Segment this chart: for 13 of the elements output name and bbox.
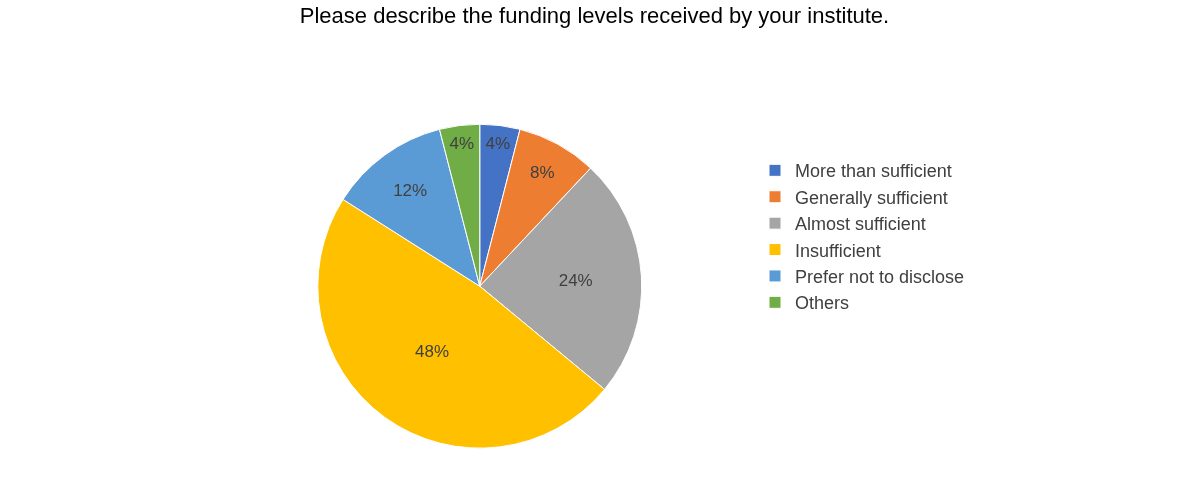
chart-title: Please describe the funding levels received by your institute. xyxy=(299,2,890,28)
legend-label: Almost sufficient xyxy=(795,214,926,235)
data-label: 4% xyxy=(449,133,475,153)
legend-label: Insufficient xyxy=(795,240,881,261)
data-label: 8% xyxy=(529,163,555,183)
legend-label: Prefer not to disclose xyxy=(795,266,965,287)
data-label: 24% xyxy=(558,270,593,290)
data-label: 48% xyxy=(415,342,450,362)
data-label: 4% xyxy=(485,133,511,153)
data-label: 12% xyxy=(393,180,428,200)
legend-label: Generally sufficient xyxy=(795,187,948,208)
legend-label: Others xyxy=(795,293,850,314)
legend-label: More than sufficient xyxy=(795,161,952,182)
